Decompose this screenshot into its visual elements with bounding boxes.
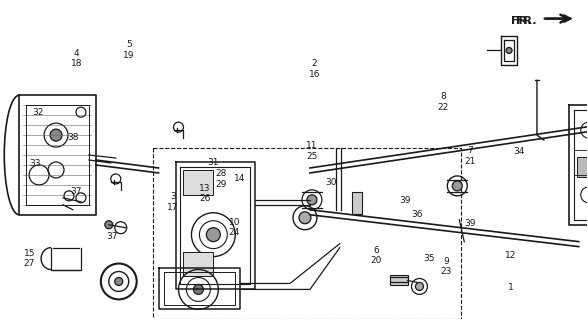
Text: 38: 38 [67,133,78,142]
Bar [390,276,407,285]
Bar [577,157,588,177]
Text: 34: 34 [514,147,525,156]
Circle shape [115,277,123,285]
Text: 13
26: 13 26 [199,184,211,203]
Text: 36: 36 [411,210,423,219]
Text: 28
29: 28 29 [216,169,227,189]
Text: 4
18: 4 18 [71,49,82,68]
Text: 33: 33 [29,159,41,168]
Text: 32: 32 [32,108,44,117]
Circle shape [299,212,311,224]
Text: 5
19: 5 19 [123,40,135,60]
Text: 39: 39 [399,196,411,205]
Bar [183,170,213,195]
Bar [153,148,461,319]
Circle shape [50,129,62,141]
Text: 30: 30 [325,179,337,188]
Text: 6
20: 6 20 [370,246,382,265]
Text: 10
24: 10 24 [229,218,240,237]
Text: FR.: FR. [516,16,537,26]
Text: 3
17: 3 17 [167,192,179,212]
Text: 37: 37 [71,188,82,196]
Text: 9
23: 9 23 [440,257,452,276]
Circle shape [416,283,423,291]
Text: 1: 1 [508,283,513,292]
Text: 35: 35 [423,254,435,263]
Text: 31: 31 [208,158,219,167]
Text: 39: 39 [464,219,475,228]
Circle shape [193,284,203,294]
Text: 15
27: 15 27 [24,249,35,268]
Bar [352,192,362,214]
Circle shape [452,181,462,191]
Circle shape [105,221,113,229]
Circle shape [206,228,220,242]
Text: 12: 12 [505,251,516,260]
Text: 8
22: 8 22 [437,92,449,112]
Text: 14: 14 [235,174,246,183]
Bar [183,252,213,276]
Circle shape [307,195,317,205]
Text: 2
16: 2 16 [309,60,320,79]
Text: 7
21: 7 21 [464,146,475,165]
Text: FR.: FR. [512,16,532,26]
Text: 37: 37 [107,232,118,241]
Circle shape [506,47,512,53]
Text: 11
25: 11 25 [306,141,318,161]
